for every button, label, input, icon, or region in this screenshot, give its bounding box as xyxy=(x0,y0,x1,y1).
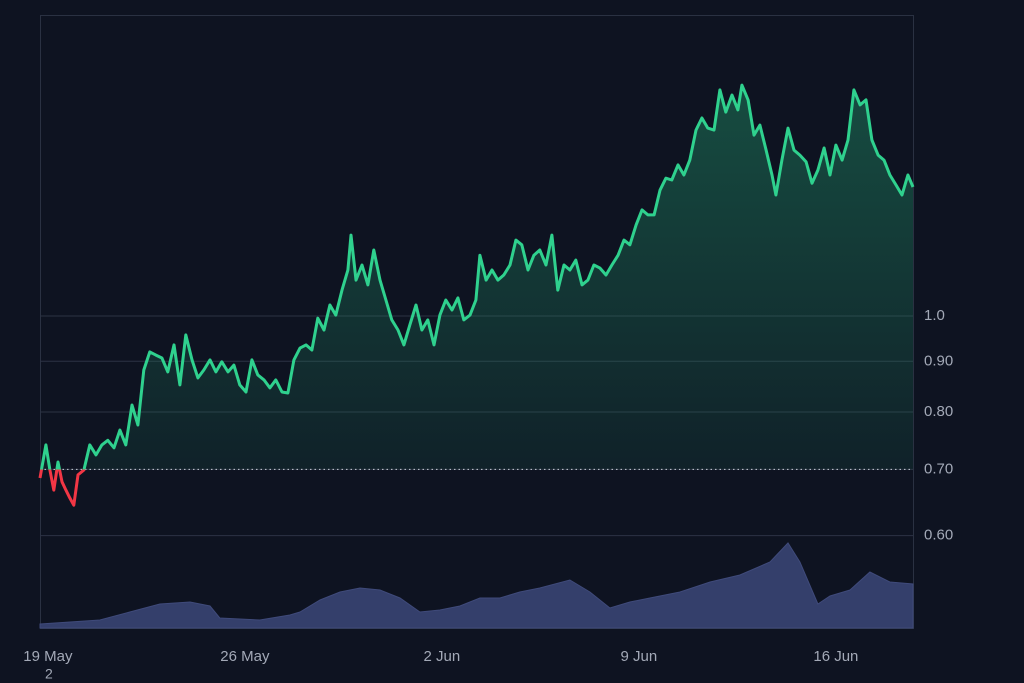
price-line xyxy=(38,83,915,507)
price-area xyxy=(41,85,913,470)
y-tick-label: 0.60 xyxy=(924,527,953,544)
y-tick-label: 0.90 xyxy=(924,352,953,369)
y-tick-label: 1.0 xyxy=(924,307,945,324)
annotation: 2 xyxy=(45,666,53,682)
x-tick-label: 19 May xyxy=(23,648,73,665)
x-tick-label: 16 Jun xyxy=(813,648,858,665)
x-tick-label: 9 Jun xyxy=(621,648,658,665)
y-tick-label: 0.70 xyxy=(924,460,953,477)
volume-area xyxy=(39,542,914,629)
x-tick-label: 26 May xyxy=(220,648,270,665)
x-tick-label: 2 Jun xyxy=(424,648,461,665)
y-tick-label: 0.80 xyxy=(924,403,953,420)
